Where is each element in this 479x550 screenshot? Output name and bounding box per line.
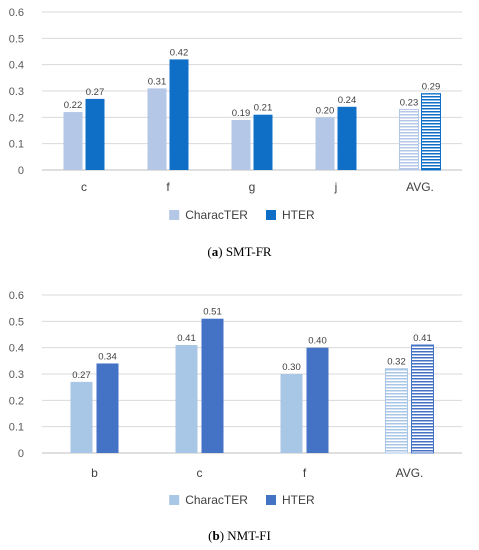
category-label: c [197, 466, 203, 480]
legend-label-hter: HTER [282, 208, 315, 222]
y-tick-label: 0.6 [9, 290, 24, 302]
y-tick-label: 0.6 [9, 7, 24, 19]
bar-character-c [63, 112, 83, 170]
category-label: g [249, 180, 256, 194]
bar-hter-c [201, 318, 224, 453]
caption-smt-fr: (a) SMT-FR [207, 244, 272, 259]
data-label: 0.41 [177, 333, 196, 344]
bar-character-g [231, 119, 251, 170]
bar-hter-c [85, 98, 105, 170]
bar-character-avg [385, 368, 408, 454]
data-label: 0.23 [400, 97, 419, 108]
y-tick-label: 0.2 [9, 112, 24, 124]
bar-character-b [70, 381, 93, 453]
data-label: 0.29 [422, 82, 441, 93]
caption-letter: b [212, 528, 220, 543]
data-label: 0.27 [72, 370, 91, 381]
data-label: 0.42 [170, 47, 189, 58]
data-label: 0.51 [203, 307, 222, 318]
chart-nmt-fi: 0 0.1 0.2 0.3 0.4 0.5 0.6 0.27 0.34 b 0.41 0.51 c 0.3… [9, 290, 462, 507]
data-label: 0.19 [232, 108, 251, 119]
y-tick-label: 0.4 [9, 60, 24, 72]
legend-swatch-hter [266, 495, 276, 505]
bar-character-avg [399, 108, 419, 171]
bar-hter-j [337, 106, 357, 170]
y-tick-label: 0.3 [9, 86, 24, 98]
caption-letter: a [211, 244, 219, 259]
y-tick-label: 0.2 [9, 395, 24, 407]
y-tick-label: 0.5 [9, 33, 24, 45]
data-label: 0.41 [413, 333, 432, 344]
bar-hter-avg [411, 344, 434, 454]
data-label: 0.40 [308, 336, 327, 347]
bar-character-c [175, 345, 198, 453]
chart-smt-fr: 0 0.1 0.2 0.3 0.4 0.5 0.6 0.220.27 c 0.31 0.42 f 0.1… [9, 7, 462, 222]
y-tick-label: 0.5 [9, 316, 24, 328]
data-label: 0.20 [316, 105, 335, 116]
y-tick-label: 0.1 [9, 139, 24, 151]
category-label: f [303, 466, 307, 480]
caption-text: NMT-FI [227, 528, 271, 543]
category-label: AVG. [406, 180, 434, 194]
bar-hter-f [306, 347, 329, 453]
category-label: f [166, 180, 170, 194]
bar-character-f [280, 374, 303, 453]
bar-character-j [315, 117, 335, 170]
legend-label-hter: HTER [282, 493, 315, 507]
category-label: c [81, 180, 87, 194]
legend-swatch-character [169, 495, 180, 505]
bar-hter-b [96, 363, 119, 453]
legend-swatch-character [169, 210, 180, 220]
caption-nmt-fi: (b) NMT-FI [208, 528, 271, 543]
y-tick-label: 0 [18, 448, 24, 460]
y-tick-label: 0.4 [9, 343, 24, 355]
bar-hter-avg [421, 93, 441, 171]
legend-swatch-hter [266, 210, 276, 220]
data-label: 0.34 [98, 351, 117, 362]
bar-hter-f [169, 59, 189, 170]
category-label: j [334, 180, 338, 194]
data-label: 0.31 [148, 76, 167, 87]
legend: CharacTER HTER [169, 208, 315, 222]
legend-label-character: CharacTER [185, 493, 248, 507]
category-label: AVG. [396, 466, 424, 480]
data-label: 0.22 [64, 100, 83, 111]
legend-label-character: CharacTER [185, 208, 248, 222]
data-label: 0.24 [338, 95, 357, 106]
bar-character-f [147, 88, 167, 170]
category-label: b [91, 466, 98, 480]
data-label: 0.30 [282, 362, 301, 373]
data-label: 0.27 [86, 87, 105, 98]
y-tick-label: 0.3 [9, 369, 24, 381]
caption-text: SMT-FR [225, 244, 272, 259]
data-label: 0.32 [387, 357, 406, 368]
y-tick-label: 0 [18, 165, 24, 177]
y-tick-label: 0.1 [9, 422, 24, 434]
legend: CharacTER HTER [169, 493, 315, 507]
data-label: 0.21 [254, 103, 273, 114]
bar-hter-g [253, 114, 273, 170]
